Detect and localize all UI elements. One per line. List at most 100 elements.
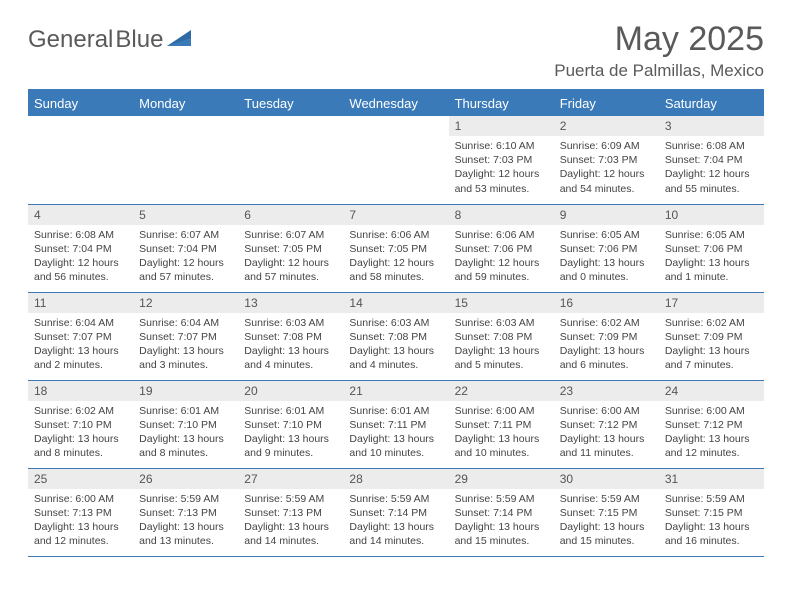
- sunset-text: Sunset: 7:13 PM: [34, 506, 127, 520]
- calendar-week-row: 11Sunrise: 6:04 AMSunset: 7:07 PMDayligh…: [28, 292, 764, 380]
- sunrise-text: Sunrise: 6:07 AM: [139, 228, 232, 242]
- sunset-text: Sunset: 7:10 PM: [139, 418, 232, 432]
- day-number: 22: [449, 381, 554, 401]
- day-details: Sunrise: 6:08 AMSunset: 7:04 PMDaylight:…: [28, 225, 133, 289]
- calendar-day-cell: 18Sunrise: 6:02 AMSunset: 7:10 PMDayligh…: [28, 380, 133, 468]
- calendar-day-cell: 21Sunrise: 6:01 AMSunset: 7:11 PMDayligh…: [343, 380, 448, 468]
- calendar-body: 1Sunrise: 6:10 AMSunset: 7:03 PMDaylight…: [28, 116, 764, 556]
- daylight-text: Daylight: 13 hours and 16 minutes.: [665, 520, 758, 548]
- daylight-text: Daylight: 13 hours and 6 minutes.: [560, 344, 653, 372]
- sunset-text: Sunset: 7:04 PM: [34, 242, 127, 256]
- sunrise-text: Sunrise: 5:59 AM: [244, 492, 337, 506]
- day-details: Sunrise: 5:59 AMSunset: 7:13 PMDaylight:…: [238, 489, 343, 553]
- daylight-text: Daylight: 13 hours and 0 minutes.: [560, 256, 653, 284]
- calendar-day-cell: 7Sunrise: 6:06 AMSunset: 7:05 PMDaylight…: [343, 204, 448, 292]
- day-number: 18: [28, 381, 133, 401]
- sunrise-text: Sunrise: 6:07 AM: [244, 228, 337, 242]
- day-number: 29: [449, 469, 554, 489]
- daylight-text: Daylight: 13 hours and 14 minutes.: [349, 520, 442, 548]
- sunset-text: Sunset: 7:08 PM: [455, 330, 548, 344]
- sunrise-text: Sunrise: 6:05 AM: [665, 228, 758, 242]
- calendar-day-cell: 25Sunrise: 6:00 AMSunset: 7:13 PMDayligh…: [28, 468, 133, 556]
- weekday-header: Thursday: [449, 90, 554, 116]
- day-details: Sunrise: 6:03 AMSunset: 7:08 PMDaylight:…: [238, 313, 343, 377]
- day-number: 2: [554, 116, 659, 136]
- day-details: Sunrise: 6:00 AMSunset: 7:11 PMDaylight:…: [449, 401, 554, 465]
- day-number: 21: [343, 381, 448, 401]
- calendar-day-cell: 4Sunrise: 6:08 AMSunset: 7:04 PMDaylight…: [28, 204, 133, 292]
- sunrise-text: Sunrise: 6:05 AM: [560, 228, 653, 242]
- daylight-text: Daylight: 13 hours and 10 minutes.: [455, 432, 548, 460]
- day-number: 11: [28, 293, 133, 313]
- sunset-text: Sunset: 7:10 PM: [34, 418, 127, 432]
- day-details: Sunrise: 5:59 AMSunset: 7:13 PMDaylight:…: [133, 489, 238, 553]
- day-details: Sunrise: 6:04 AMSunset: 7:07 PMDaylight:…: [28, 313, 133, 377]
- sunset-text: Sunset: 7:07 PM: [139, 330, 232, 344]
- calendar-day-cell: 10Sunrise: 6:05 AMSunset: 7:06 PMDayligh…: [659, 204, 764, 292]
- calendar-day-cell: 3Sunrise: 6:08 AMSunset: 7:04 PMDaylight…: [659, 116, 764, 204]
- weekday-header-row: SundayMondayTuesdayWednesdayThursdayFrid…: [28, 90, 764, 116]
- daylight-text: Daylight: 13 hours and 2 minutes.: [34, 344, 127, 372]
- daylight-text: Daylight: 13 hours and 12 minutes.: [665, 432, 758, 460]
- day-number: 26: [133, 469, 238, 489]
- calendar-day-cell: 28Sunrise: 5:59 AMSunset: 7:14 PMDayligh…: [343, 468, 448, 556]
- sunset-text: Sunset: 7:04 PM: [665, 153, 758, 167]
- daylight-text: Daylight: 13 hours and 3 minutes.: [139, 344, 232, 372]
- sunset-text: Sunset: 7:05 PM: [244, 242, 337, 256]
- day-details: Sunrise: 6:01 AMSunset: 7:10 PMDaylight:…: [133, 401, 238, 465]
- day-number: 5: [133, 205, 238, 225]
- day-details: Sunrise: 6:01 AMSunset: 7:11 PMDaylight:…: [343, 401, 448, 465]
- month-title: May 2025: [554, 20, 764, 59]
- day-number: 1: [449, 116, 554, 136]
- sunset-text: Sunset: 7:06 PM: [560, 242, 653, 256]
- day-number: 3: [659, 116, 764, 136]
- sunset-text: Sunset: 7:12 PM: [560, 418, 653, 432]
- sunset-text: Sunset: 7:11 PM: [455, 418, 548, 432]
- day-number: 12: [133, 293, 238, 313]
- sunset-text: Sunset: 7:05 PM: [349, 242, 442, 256]
- daylight-text: Daylight: 12 hours and 57 minutes.: [244, 256, 337, 284]
- sunset-text: Sunset: 7:15 PM: [665, 506, 758, 520]
- day-details: Sunrise: 6:01 AMSunset: 7:10 PMDaylight:…: [238, 401, 343, 465]
- sunset-text: Sunset: 7:03 PM: [560, 153, 653, 167]
- sunset-text: Sunset: 7:07 PM: [34, 330, 127, 344]
- daylight-text: Daylight: 12 hours and 55 minutes.: [665, 167, 758, 195]
- sunset-text: Sunset: 7:09 PM: [665, 330, 758, 344]
- day-details: Sunrise: 5:59 AMSunset: 7:14 PMDaylight:…: [343, 489, 448, 553]
- daylight-text: Daylight: 13 hours and 11 minutes.: [560, 432, 653, 460]
- sunset-text: Sunset: 7:11 PM: [349, 418, 442, 432]
- weekday-header: Monday: [133, 90, 238, 116]
- calendar-day-cell: 11Sunrise: 6:04 AMSunset: 7:07 PMDayligh…: [28, 292, 133, 380]
- daylight-text: Daylight: 13 hours and 12 minutes.: [34, 520, 127, 548]
- sunrise-text: Sunrise: 6:10 AM: [455, 139, 548, 153]
- calendar-day-cell: [28, 116, 133, 204]
- sunrise-text: Sunrise: 6:03 AM: [244, 316, 337, 330]
- daylight-text: Daylight: 13 hours and 9 minutes.: [244, 432, 337, 460]
- sunrise-text: Sunrise: 6:08 AM: [34, 228, 127, 242]
- daylight-text: Daylight: 13 hours and 15 minutes.: [455, 520, 548, 548]
- sunrise-text: Sunrise: 6:01 AM: [349, 404, 442, 418]
- day-details: Sunrise: 6:00 AMSunset: 7:13 PMDaylight:…: [28, 489, 133, 553]
- day-number: 24: [659, 381, 764, 401]
- day-number: 20: [238, 381, 343, 401]
- logo-text-blue: Blue: [115, 26, 163, 54]
- calendar-day-cell: 2Sunrise: 6:09 AMSunset: 7:03 PMDaylight…: [554, 116, 659, 204]
- day-number: 23: [554, 381, 659, 401]
- sunset-text: Sunset: 7:09 PM: [560, 330, 653, 344]
- calendar-day-cell: 9Sunrise: 6:05 AMSunset: 7:06 PMDaylight…: [554, 204, 659, 292]
- daylight-text: Daylight: 12 hours and 57 minutes.: [139, 256, 232, 284]
- calendar-day-cell: 23Sunrise: 6:00 AMSunset: 7:12 PMDayligh…: [554, 380, 659, 468]
- sunset-text: Sunset: 7:15 PM: [560, 506, 653, 520]
- day-details: Sunrise: 6:10 AMSunset: 7:03 PMDaylight:…: [449, 136, 554, 200]
- calendar-table: SundayMondayTuesdayWednesdayThursdayFrid…: [28, 89, 764, 557]
- day-details: Sunrise: 6:06 AMSunset: 7:05 PMDaylight:…: [343, 225, 448, 289]
- daylight-text: Daylight: 13 hours and 7 minutes.: [665, 344, 758, 372]
- calendar-day-cell: 26Sunrise: 5:59 AMSunset: 7:13 PMDayligh…: [133, 468, 238, 556]
- day-details: Sunrise: 6:02 AMSunset: 7:10 PMDaylight:…: [28, 401, 133, 465]
- day-number: 19: [133, 381, 238, 401]
- day-number: 31: [659, 469, 764, 489]
- sunrise-text: Sunrise: 6:00 AM: [560, 404, 653, 418]
- day-number: 13: [238, 293, 343, 313]
- day-details: Sunrise: 6:00 AMSunset: 7:12 PMDaylight:…: [554, 401, 659, 465]
- day-details: Sunrise: 6:07 AMSunset: 7:05 PMDaylight:…: [238, 225, 343, 289]
